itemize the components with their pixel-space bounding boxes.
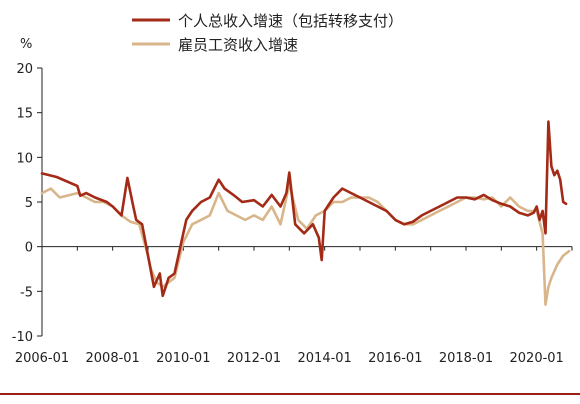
series-line-2 [40,182,571,307]
y-axis-label: % [20,37,32,52]
legend-label-2: 雇员工资收入增速 [178,36,298,54]
x-tick-label: 2006-01 [15,351,69,366]
x-tick-label: 2016-01 [368,351,422,366]
y-tick-label: -5 [20,285,33,300]
x-tick-label: 2020-01 [510,351,564,366]
series-line-1 [40,120,568,298]
y-tick-label: 20 [16,62,33,77]
x-tick-label: 2018-01 [439,351,493,366]
x-tick-label: 2012-01 [227,351,281,366]
y-tick-label: 15 [16,107,33,122]
y-tick-label: -10 [12,330,33,345]
axes: -10 -5 0 5 10 15 20 2006-01 2008-01 2010-01 2012-0… [0,62,580,395]
y-tick-label: 5 [25,196,33,211]
y-tick-label: 0 [25,241,33,256]
y-tick-label: 10 [16,151,33,166]
x-tick-label: 2010-01 [156,351,210,366]
legend: 个人总收入增速（包括转移支付） 雇员工资收入增速 [132,12,403,54]
series-layer [40,120,571,307]
legend-label-1: 个人总收入增速（包括转移支付） [178,12,403,30]
x-tick-label: 2008-01 [86,351,140,366]
x-tick-label: 2014-01 [298,351,352,366]
